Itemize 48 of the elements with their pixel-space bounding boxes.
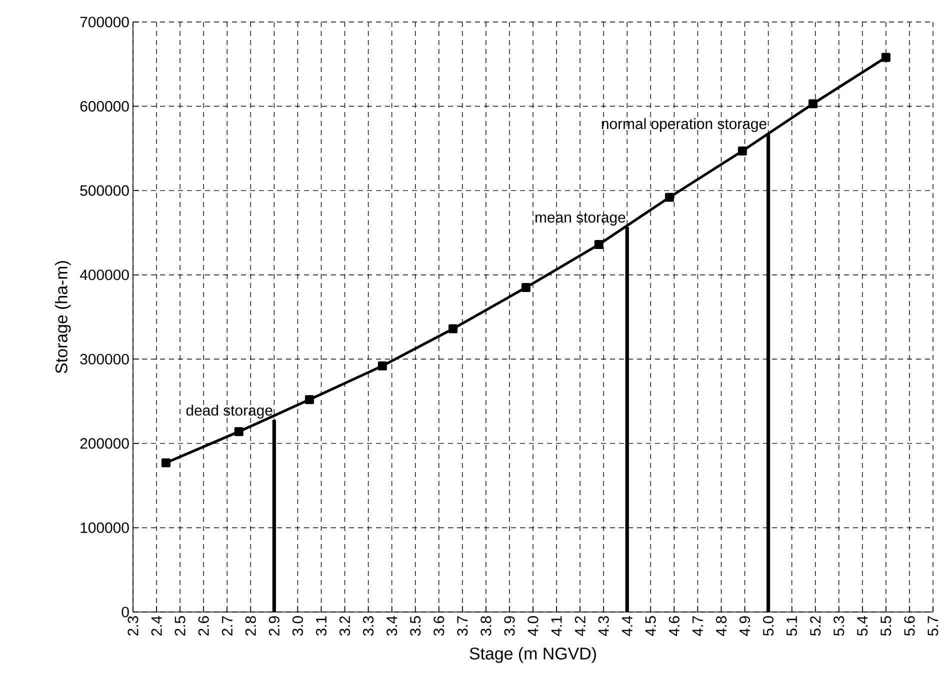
x-tick-label: 4.4 xyxy=(622,616,632,636)
x-tick-label: 3.0 xyxy=(292,616,303,636)
x-tick-label: 4.3 xyxy=(598,616,609,636)
x-tick-label: 2.8 xyxy=(245,616,256,636)
y-tick-label: 500000 xyxy=(80,185,129,196)
x-tick-label: 5.2 xyxy=(810,616,821,636)
x-tick-label: 4.7 xyxy=(692,616,703,636)
x-axis-title: Stage (m NGVD) xyxy=(470,647,596,663)
x-tick-label: 2.4 xyxy=(151,616,162,636)
series-label: normal operation storage xyxy=(602,118,766,132)
x-tick-label: 3.7 xyxy=(457,616,468,636)
x-tick-label: 3.9 xyxy=(504,616,515,636)
y-tick-label: 100000 xyxy=(80,522,129,533)
x-tick-label: 2.9 xyxy=(268,616,280,636)
x-tick-label: 4.1 xyxy=(551,616,562,636)
x-tick-label: 2.6 xyxy=(198,616,209,636)
y-tick-label: 200000 xyxy=(80,438,129,449)
y-tick-label: 400000 xyxy=(80,270,129,280)
x-tick-label: 2.3 xyxy=(128,616,138,636)
x-tick-label: 3.5 xyxy=(410,616,421,636)
y-tick-label: 300000 xyxy=(80,354,129,364)
x-tick-label: 4.2 xyxy=(574,616,586,636)
y-tick-label: 0 xyxy=(122,606,129,618)
x-tick-label: 3.8 xyxy=(480,616,492,636)
x-tick-label: 4.9 xyxy=(739,616,750,636)
y-axis-title: Storage (ha-m) xyxy=(54,261,71,374)
x-tick-label: 3.1 xyxy=(316,616,327,636)
x-tick-label: 3.6 xyxy=(434,616,444,636)
x-tick-label: 4.5 xyxy=(645,616,656,636)
x-tick-label: 3.2 xyxy=(339,616,350,636)
x-tick-label: 3.3 xyxy=(363,616,374,636)
x-tick-label: 2.5 xyxy=(174,616,186,636)
series-label: mean storage xyxy=(536,212,626,226)
x-tick-label: 5.1 xyxy=(786,616,798,636)
x-tick-label: 4.0 xyxy=(528,616,538,636)
x-tick-label: 5.3 xyxy=(834,616,844,636)
y-tick-label: 600000 xyxy=(80,100,129,112)
x-tick-label: 3.4 xyxy=(386,616,398,636)
x-tick-label: 5.5 xyxy=(880,616,892,636)
x-tick-label: 5.0 xyxy=(763,616,774,636)
x-tick-label: 5.6 xyxy=(904,616,915,636)
x-tick-label: 4.6 xyxy=(668,616,680,636)
y-tick-label: 700000 xyxy=(80,16,129,28)
x-tick-label: 4.8 xyxy=(716,616,727,636)
x-tick-label: 5.4 xyxy=(857,616,868,636)
x-tick-label: 2.7 xyxy=(222,616,232,636)
series-label: dead storage xyxy=(186,404,272,419)
x-tick-label: 5.7 xyxy=(928,616,938,636)
